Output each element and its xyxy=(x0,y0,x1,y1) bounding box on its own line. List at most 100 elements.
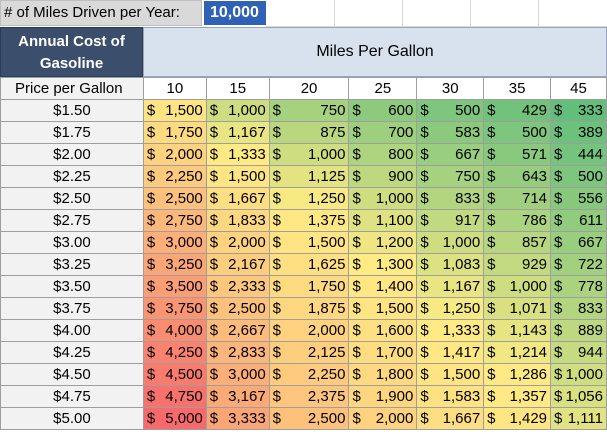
cost-cell[interactable]: $1,667 xyxy=(205,187,270,210)
cost-cell[interactable]: $786 xyxy=(483,209,552,232)
cost-cell[interactable]: $2,750 xyxy=(142,209,207,232)
cost-cell[interactable]: $3,750 xyxy=(142,297,207,320)
cost-cell[interactable]: $3,500 xyxy=(142,275,207,298)
cost-cell[interactable]: $2,375 xyxy=(268,385,350,408)
cost-cell[interactable]: $583 xyxy=(416,121,485,144)
cost-cell[interactable]: $1,083 xyxy=(416,253,485,276)
cost-cell[interactable]: $389 xyxy=(550,121,607,144)
mpg-column-header[interactable]: 35 xyxy=(483,77,552,100)
cost-cell[interactable]: $1,111 xyxy=(550,407,607,430)
mpg-column-header[interactable]: 30 xyxy=(416,77,485,100)
cost-cell[interactable]: $2,667 xyxy=(205,319,270,342)
cost-cell[interactable]: $2,833 xyxy=(205,341,270,364)
cost-cell[interactable]: $500 xyxy=(550,165,607,188)
cost-cell[interactable]: $889 xyxy=(550,319,607,342)
cost-cell[interactable]: $667 xyxy=(416,143,485,166)
cost-cell[interactable]: $2,000 xyxy=(142,143,207,166)
cost-cell[interactable]: $1,300 xyxy=(348,253,418,276)
cost-cell[interactable]: $2,250 xyxy=(142,165,207,188)
price-cell[interactable]: $2.50 xyxy=(0,187,144,210)
cost-cell[interactable]: $714 xyxy=(483,187,552,210)
cost-cell[interactable]: $643 xyxy=(483,165,552,188)
cost-cell[interactable]: $1,625 xyxy=(268,253,350,276)
cost-cell[interactable]: $429 xyxy=(483,99,552,122)
mpg-column-header[interactable]: 25 xyxy=(348,77,418,100)
cost-cell[interactable]: $1,167 xyxy=(416,275,485,298)
cost-cell[interactable]: $4,000 xyxy=(142,319,207,342)
cost-cell[interactable]: $1,875 xyxy=(268,297,350,320)
cost-cell[interactable]: $3,333 xyxy=(205,407,270,430)
price-cell[interactable]: $3.00 xyxy=(0,231,144,254)
cost-cell[interactable]: $1,000 xyxy=(483,275,552,298)
cost-cell[interactable]: $1,333 xyxy=(416,319,485,342)
cost-cell[interactable]: $1,429 xyxy=(483,407,552,430)
price-cell[interactable]: $3.25 xyxy=(0,253,144,276)
cost-cell[interactable]: $1,400 xyxy=(348,275,418,298)
empty-cell[interactable] xyxy=(266,0,335,27)
cost-cell[interactable]: $556 xyxy=(550,187,607,210)
cost-cell[interactable]: $500 xyxy=(416,99,485,122)
cost-cell[interactable]: $1,750 xyxy=(268,275,350,298)
cost-cell[interactable]: $1,214 xyxy=(483,341,552,364)
cost-cell[interactable]: $444 xyxy=(550,143,607,166)
cost-cell[interactable]: $1,000 xyxy=(205,99,270,122)
cost-cell[interactable]: $1,100 xyxy=(348,209,418,232)
cost-cell[interactable]: $750 xyxy=(416,165,485,188)
cost-cell[interactable]: $4,500 xyxy=(142,363,207,386)
cost-cell[interactable]: $1,071 xyxy=(483,297,552,320)
cost-cell[interactable]: $917 xyxy=(416,209,485,232)
cost-cell[interactable]: $4,250 xyxy=(142,341,207,364)
cost-cell[interactable]: $1,500 xyxy=(416,363,485,386)
cost-cell[interactable]: $2,125 xyxy=(268,341,350,364)
cost-cell[interactable]: $900 xyxy=(348,165,418,188)
cost-cell[interactable]: $857 xyxy=(483,231,552,254)
cost-cell[interactable]: $4,750 xyxy=(142,385,207,408)
cost-cell[interactable]: $2,000 xyxy=(205,231,270,254)
cost-cell[interactable]: $1,417 xyxy=(416,341,485,364)
cost-cell[interactable]: $1,500 xyxy=(268,231,350,254)
cost-cell[interactable]: $1,375 xyxy=(268,209,350,232)
cost-cell[interactable]: $722 xyxy=(550,253,607,276)
cost-cell[interactable]: $1,143 xyxy=(483,319,552,342)
cost-cell[interactable]: $1,000 xyxy=(416,231,485,254)
price-cell[interactable]: $1.50 xyxy=(0,99,144,122)
cost-cell[interactable]: $1,333 xyxy=(205,143,270,166)
empty-cell[interactable] xyxy=(538,0,607,27)
cost-cell[interactable]: $1,000 xyxy=(550,363,607,386)
cost-cell[interactable]: $1,000 xyxy=(268,143,350,166)
cost-cell[interactable]: $1,700 xyxy=(348,341,418,364)
cost-cell[interactable]: $750 xyxy=(268,99,350,122)
cost-cell[interactable]: $667 xyxy=(550,231,607,254)
price-cell[interactable]: $4.75 xyxy=(0,385,144,408)
price-cell[interactable]: $2.00 xyxy=(0,143,144,166)
cost-cell[interactable]: $571 xyxy=(483,143,552,166)
cost-cell[interactable]: $1,286 xyxy=(483,363,552,386)
cost-cell[interactable]: $600 xyxy=(348,99,418,122)
cost-cell[interactable]: $3,000 xyxy=(205,363,270,386)
price-cell[interactable]: $4.50 xyxy=(0,363,144,386)
price-cell[interactable]: $3.50 xyxy=(0,275,144,298)
cost-cell[interactable]: $5,000 xyxy=(142,407,207,430)
cost-cell[interactable]: $1,357 xyxy=(483,385,552,408)
cost-cell[interactable]: $1,250 xyxy=(268,187,350,210)
price-cell[interactable]: $3.75 xyxy=(0,297,144,320)
price-per-gallon-header[interactable]: Price per Gallon xyxy=(0,77,144,100)
cost-cell[interactable]: $3,000 xyxy=(142,231,207,254)
miles-per-year-input[interactable]: 10,000 xyxy=(204,1,266,25)
cost-cell[interactable]: $2,333 xyxy=(205,275,270,298)
cost-cell[interactable]: $875 xyxy=(268,121,350,144)
cost-cell[interactable]: $833 xyxy=(416,187,485,210)
cost-cell[interactable]: $944 xyxy=(550,341,607,364)
empty-cell[interactable] xyxy=(470,0,539,27)
cost-cell[interactable]: $1,900 xyxy=(348,385,418,408)
cost-cell[interactable]: $1,600 xyxy=(348,319,418,342)
cost-cell[interactable]: $1,250 xyxy=(416,297,485,320)
cost-cell[interactable]: $1,800 xyxy=(348,363,418,386)
empty-cell[interactable] xyxy=(402,0,471,27)
mpg-column-header[interactable]: 15 xyxy=(205,77,270,100)
price-cell[interactable]: $4.25 xyxy=(0,341,144,364)
mpg-column-header[interactable]: 10 xyxy=(142,77,207,100)
cost-cell[interactable]: $1,667 xyxy=(416,407,485,430)
mpg-column-header[interactable]: 45 xyxy=(550,77,607,100)
mpg-column-header[interactable]: 20 xyxy=(268,77,350,100)
